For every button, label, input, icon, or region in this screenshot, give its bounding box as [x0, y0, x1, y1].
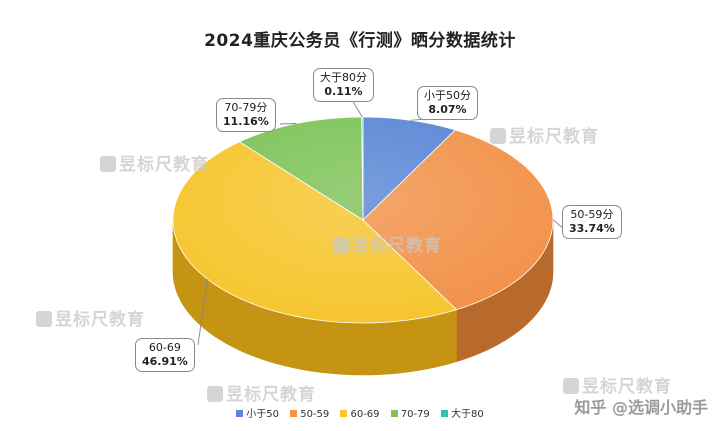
legend-item-over-80: 大于80: [440, 405, 484, 420]
brand-watermark: 知乎 @选调小助手: [574, 398, 708, 417]
legend-swatch: [390, 410, 398, 417]
callout-50-59: 50-59分 33.74%: [562, 205, 622, 239]
chart-title: 2024重庆公务员《行测》晒分数据统计: [204, 31, 516, 51]
chart-legend: 小于50 50-59 60-69 70-79 大于80: [0, 405, 720, 420]
leader-line-60-69: [197, 279, 208, 346]
legend-item-under-50: 小于50: [236, 405, 279, 420]
callout-60-69: 60-69 46.91%: [135, 338, 195, 372]
watermark-logo-icon: [100, 156, 116, 172]
watermark: 昱标尺教育: [490, 122, 599, 147]
watermark: 昱标尺教育: [36, 305, 145, 330]
watermark-logo-icon: [36, 311, 52, 327]
legend-item-60-69: 60-69: [340, 409, 380, 420]
legend-swatch: [440, 410, 448, 417]
watermark: 昱标尺教育: [207, 380, 316, 405]
callout-under-50: 小于50分 8.07%: [417, 86, 478, 120]
watermark-logo-icon: [563, 378, 579, 394]
legend-item-70-79: 70-79: [390, 409, 430, 420]
watermark-logo-icon: [490, 128, 506, 144]
legend-swatch: [290, 410, 298, 417]
pie-gloss: [173, 117, 553, 323]
watermark: 昱标尺教育: [333, 231, 442, 256]
watermark: 昱标尺教育: [563, 372, 672, 397]
leader-line-over-80: [351, 99, 363, 118]
leader-line-70-79: [279, 123, 297, 125]
legend-swatch: [236, 410, 244, 417]
legend-item-50-59: 50-59: [290, 409, 329, 420]
callout-70-79: 70-79分 11.16%: [216, 98, 276, 132]
watermark-logo-icon: [333, 237, 349, 253]
callout-over-80: 大于80分 0.11%: [313, 68, 374, 102]
legend-swatch: [340, 410, 348, 417]
watermark: 昱标尺教育: [100, 150, 209, 175]
watermark-logo-icon: [207, 386, 223, 402]
